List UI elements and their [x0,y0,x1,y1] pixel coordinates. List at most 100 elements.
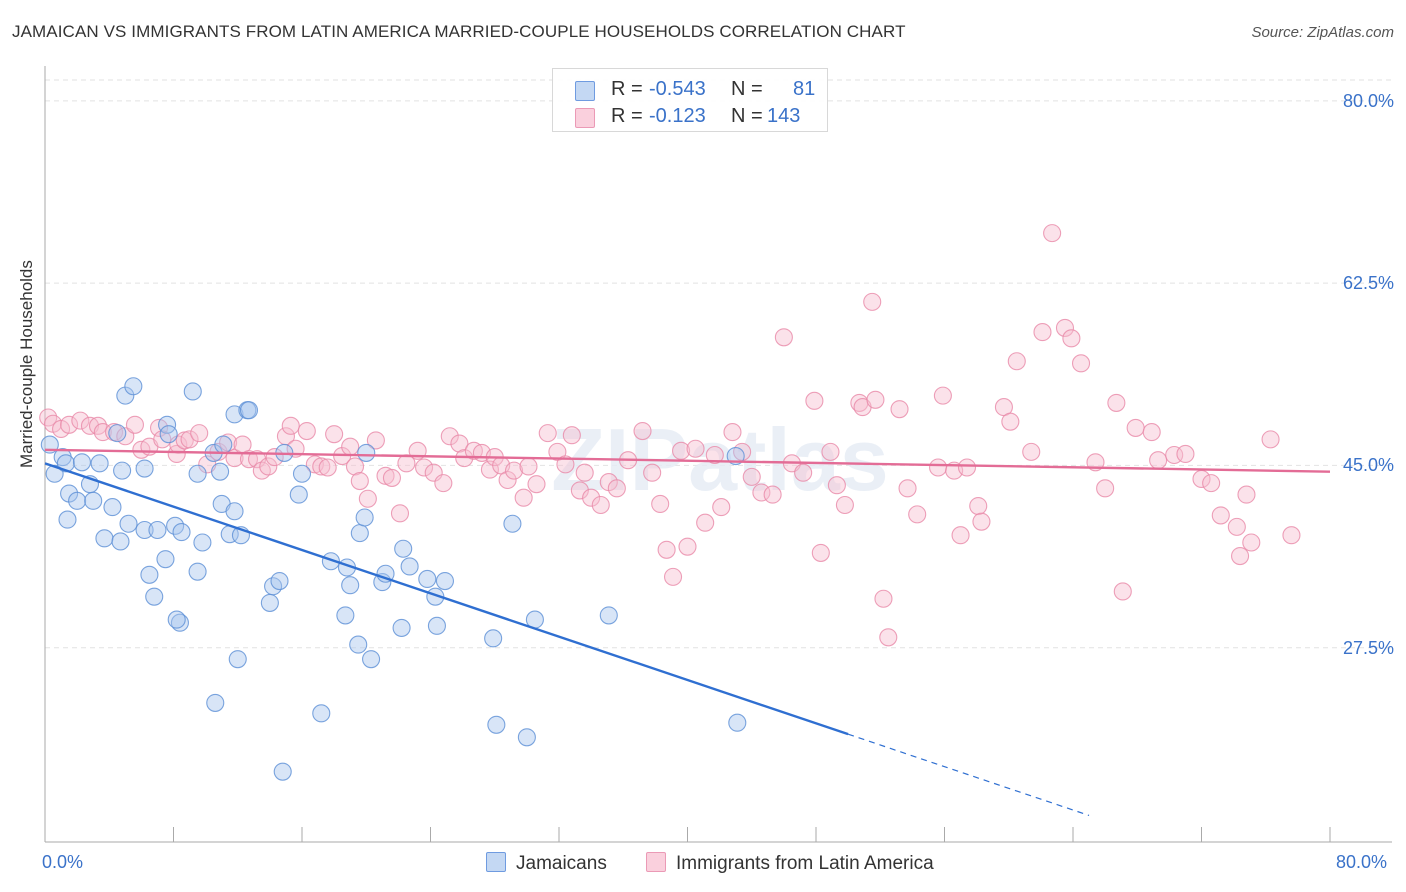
point-latin-america [890,400,909,419]
point-latin-america [325,425,344,444]
point-latin-america [1007,352,1026,371]
point-latin-america [643,463,662,482]
point-latin-america [434,474,453,493]
point-latin-america [570,481,589,500]
point-latin-america [1237,485,1256,504]
point-jamaicans [108,424,127,443]
point-jamaicans [211,462,230,481]
bottom-legend-latin-america: Immigrants from Latin America [646,852,934,875]
point-jamaicans [400,557,419,576]
point-latin-america [125,415,144,434]
point-latin-america [519,457,538,476]
point-latin-america [358,489,377,508]
point-latin-america [879,628,898,647]
point-latin-america [60,415,79,434]
point-latin-america [498,470,517,490]
point-jamaicans [225,502,244,521]
point-latin-america [957,458,977,477]
point-jamaicans [355,508,374,527]
point-jamaicans [206,693,225,712]
point-latin-america [71,411,90,430]
point-jamaicans [159,425,178,444]
point-latin-america [514,488,533,507]
point-latin-america [874,589,893,608]
point-latin-america [1043,224,1062,243]
chart-title: JAMAICAN VS IMMIGRANTS FROM LATIN AMERIC… [12,22,906,41]
point-jamaicans [270,571,289,591]
point-jamaicans [599,606,618,625]
trend-line-latin-america [44,448,1331,473]
point-latin-america [345,457,365,476]
point-latin-america [866,390,885,409]
point-latin-america [582,488,601,507]
point-latin-america [657,540,676,559]
point-latin-america [1176,444,1195,464]
point-latin-america [527,475,546,494]
point-latin-america [821,442,840,461]
point-latin-america [933,386,952,405]
x-tick-label: 80.0% [1336,852,1388,872]
point-latin-america [1096,479,1115,498]
trend-line-jamaicans-extension [847,733,1090,816]
point-jamaicans [260,593,279,612]
point-jamaicans [148,520,167,540]
point-jamaicans [145,587,164,606]
point-jamaicans [111,532,130,551]
point-latin-america [672,441,691,460]
y-tick-label: 80.0% [1342,90,1394,111]
legend-swatch-blue [486,852,506,872]
point-latin-america [390,504,410,523]
point-latin-america [835,495,854,515]
point-jamaicans [68,491,87,510]
gridlines [45,79,1392,649]
point-latin-america [180,430,199,449]
point-jamaicans [435,571,455,591]
point-jamaicans [72,453,91,472]
point-jamaicans [321,552,340,571]
point-jamaicans [427,616,446,635]
data-points [39,224,1301,781]
point-latin-america [607,479,626,498]
point-latin-america [504,461,524,480]
point-latin-america [341,437,360,456]
point-latin-america [190,424,209,443]
point-latin-america [742,467,761,486]
point-latin-america [678,537,697,556]
point-jamaicans [239,401,259,420]
point-latin-america [1142,423,1161,442]
y-tick-label: 27.5% [1342,637,1394,658]
point-latin-america [1227,517,1246,536]
point-jamaicans [292,464,312,483]
point-latin-america [1282,526,1301,545]
point-latin-america [562,426,581,445]
point-latin-america [1022,442,1041,461]
point-latin-america [1113,582,1132,601]
point-jamaicans [418,569,437,589]
point-latin-america [1001,412,1020,431]
point-latin-america [1062,329,1081,348]
point-latin-america [811,543,830,562]
point-latin-america [696,513,715,532]
point-latin-america [376,466,395,485]
point-jamaicans [228,650,247,669]
point-jamaicans [119,514,138,533]
point-latin-america [972,512,991,531]
point-latin-america [1261,430,1280,449]
point-latin-america [863,292,882,311]
point-jamaicans [336,606,355,625]
point-latin-america [1211,506,1230,525]
point-latin-america [1033,323,1052,342]
point-jamaicans [56,454,75,473]
axes [44,66,1392,843]
point-latin-america [382,468,402,487]
legend-swatch-pink [575,108,595,128]
y-tick-label: 45.0% [1342,455,1394,476]
trend-line-jamaicans [44,462,849,736]
point-jamaicans [113,461,132,480]
point-latin-america [705,445,724,465]
point-jamaicans [140,565,159,584]
point-latin-america [591,495,610,515]
point-jamaicans [158,415,177,434]
point-latin-america [440,427,459,446]
point-latin-america [88,416,108,435]
